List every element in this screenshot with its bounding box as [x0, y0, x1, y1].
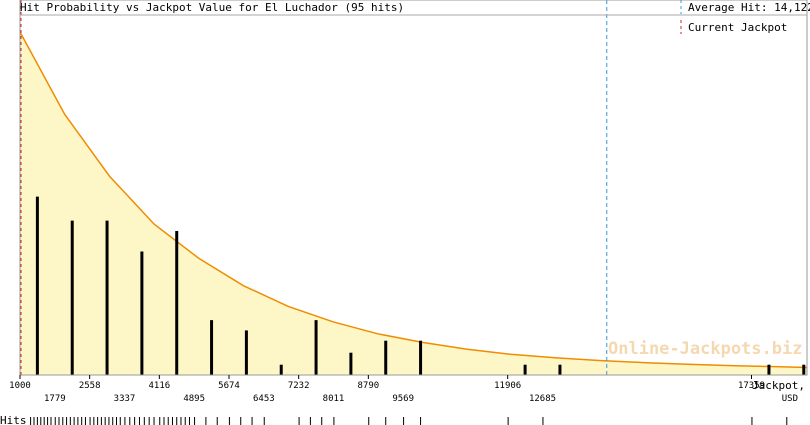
- plot-frame: [19, 0, 808, 376]
- probability-area: [20, 32, 807, 375]
- x-tick-label: 4895: [183, 394, 205, 404]
- x-tick-label: 12685: [529, 394, 556, 404]
- x-tick-label: 11906: [494, 381, 521, 391]
- x-tick-label: 9569: [392, 394, 414, 404]
- x-tick-label: 2558: [79, 381, 101, 391]
- x-tick-label: 17359: [738, 381, 765, 391]
- chart-title: Hit Probability vs Jackpot Value for El …: [20, 1, 404, 14]
- x-tick-label: 4116: [148, 381, 170, 391]
- average-hit-legend: Average Hit: 14,122: [688, 1, 810, 14]
- hits-label: Hits: [0, 414, 27, 425]
- probability-curve: [19, 31, 808, 369]
- current-jackpot-legend: Current Jackpot: [688, 21, 787, 34]
- x-axis-label: Jackpot,: [752, 379, 805, 392]
- x-tick-label: 1779: [44, 394, 66, 404]
- x-axis-unit: USD: [782, 394, 798, 404]
- watermark: Online-Jackpots.biz: [608, 339, 802, 359]
- x-tick-label: 1000: [9, 381, 31, 391]
- x-tick-label: 5674: [218, 381, 240, 391]
- x-tick-label: 8011: [323, 394, 345, 404]
- x-tick-label: 6453: [253, 394, 275, 404]
- x-tick-label: 3337: [114, 394, 136, 404]
- x-tick-label: 8790: [357, 381, 379, 391]
- x-tick-label: 7232: [288, 381, 310, 391]
